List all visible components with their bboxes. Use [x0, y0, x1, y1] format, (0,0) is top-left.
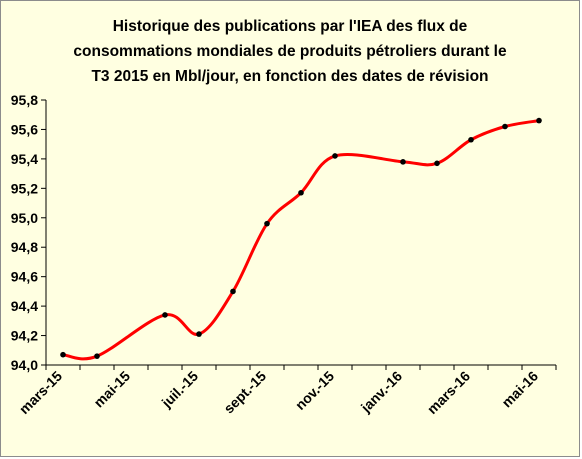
- y-tick-label: 95,4: [11, 151, 38, 167]
- series: [60, 117, 542, 361]
- axes: [45, 100, 557, 370]
- series-line: [62, 119, 540, 361]
- x-tick-label: mai-15: [90, 368, 133, 411]
- data-point: [434, 160, 440, 167]
- data-point: [264, 220, 270, 227]
- x-tick-label: sept.-15: [220, 368, 269, 417]
- data-point: [60, 351, 66, 358]
- y-tick-label: 95,8: [11, 92, 38, 108]
- y-tick-label: 95,0: [11, 210, 38, 226]
- data-point: [298, 189, 304, 196]
- y-tick-label: 94,4: [11, 298, 38, 314]
- data-point: [332, 153, 338, 159]
- y-tick-label: 95,6: [11, 121, 38, 137]
- chart-title-line-3: T3 2015 en Mbl/jour, en fonction des dat…: [91, 68, 489, 85]
- data-point: [230, 288, 236, 295]
- x-tick-label: mai-16: [498, 368, 541, 411]
- data-point: [536, 117, 542, 124]
- data-point: [196, 331, 202, 337]
- x-tick-label: nov.-15: [292, 368, 337, 413]
- chart-title-line-1: Historique des publications par l'IEA de…: [112, 18, 468, 35]
- x-tick-label: janv.-16: [357, 368, 405, 416]
- x-axis-ticks: mars-15 mai-15 juil.-15 sept.-15 nov.-15 janv…: [16, 368, 541, 417]
- chart-title-line-2: consommations mondiales de produits pétr…: [73, 43, 507, 60]
- data-point: [400, 159, 406, 165]
- y-tick-label: 94,2: [11, 328, 38, 344]
- y-tick-label: 94,8: [11, 239, 38, 255]
- data-point: [162, 312, 168, 318]
- data-point: [94, 353, 100, 359]
- y-axis-ticks: 94,0 94,2 94,4 94,6 94,8 95,0 95,2 95,4 95,6 95,8: [11, 92, 46, 373]
- x-tick-label: mars-16: [424, 368, 473, 417]
- y-tick-label: 95,2: [11, 180, 38, 196]
- y-tick-label: 94,0: [11, 357, 38, 373]
- x-tick-label: juil.-15: [158, 368, 202, 412]
- x-tick-label: mars-15: [16, 368, 65, 417]
- data-point: [468, 136, 474, 143]
- y-tick-label: 94,6: [11, 269, 38, 285]
- chart-title: Historique des publications par l'IEA de…: [20, 14, 560, 89]
- data-point: [502, 123, 508, 130]
